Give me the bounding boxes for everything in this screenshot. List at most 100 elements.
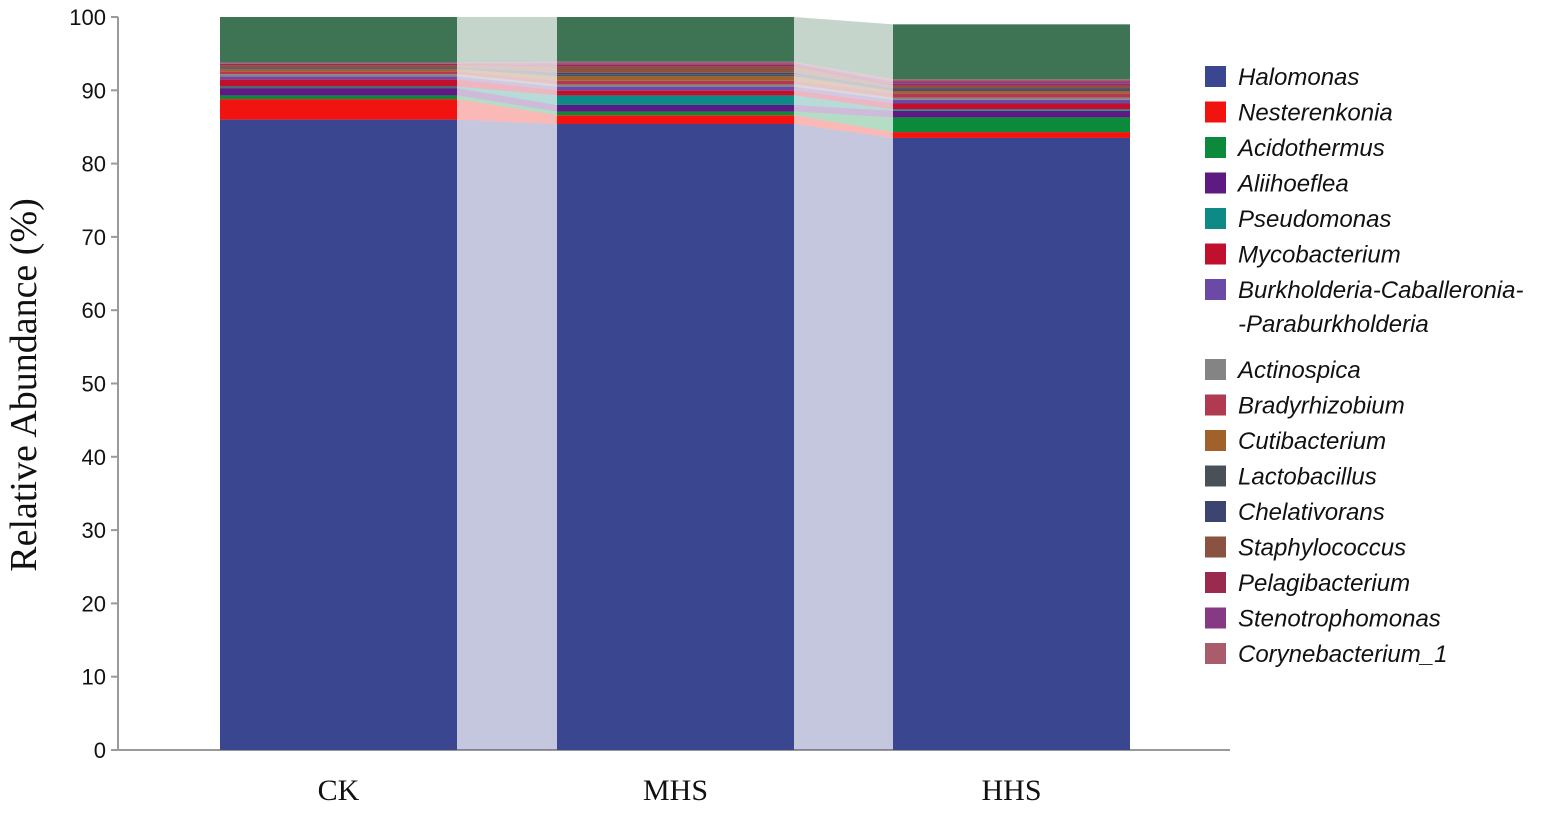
bar-segment	[220, 71, 457, 75]
bar-segment	[220, 67, 457, 69]
bar-segment	[893, 91, 1130, 94]
bar-segment	[220, 17, 457, 63]
bar-segment	[220, 68, 457, 70]
legend-swatch	[1205, 101, 1226, 123]
link-band	[457, 68, 557, 77]
bar-segment	[893, 137, 1130, 750]
bar-segment	[557, 80, 794, 85]
legend-swatch	[1205, 394, 1226, 416]
y-axis-label: Relative Abundance (%)	[3, 198, 45, 572]
bar-segment	[557, 74, 794, 77]
link-band	[794, 61, 893, 82]
legend-swatch	[1205, 501, 1226, 522]
link-band	[457, 17, 557, 63]
legend-label: Cutibacterium	[1238, 428, 1386, 455]
link-band	[457, 71, 557, 85]
legend-label: Stenotrophomonas	[1238, 606, 1441, 633]
bar-segment	[557, 63, 794, 65]
bar-segment	[557, 111, 794, 116]
bar-segment	[557, 90, 794, 96]
link-band	[794, 111, 893, 133]
link-band	[457, 69, 557, 81]
legend: Halomonas Nesterenkonia Acidothermus Aliiho…	[1205, 64, 1523, 668]
legend-swatch	[1205, 137, 1226, 158]
bar-segment	[893, 88, 1130, 90]
legend-swatch	[1205, 430, 1226, 451]
bar-segment	[220, 76, 457, 80]
legend-label: Mycobacterium	[1238, 242, 1401, 269]
legend-label: Bradyrhizobium	[1238, 393, 1405, 420]
bar-segment	[893, 97, 1130, 100]
y-tick-label: 70	[82, 225, 106, 250]
legend-swatch	[1205, 172, 1226, 194]
legend-label: Aliihoeflea	[1236, 171, 1349, 198]
link-band	[457, 119, 557, 751]
bar-segment	[557, 76, 794, 81]
bar-segment	[220, 63, 457, 64]
link-band	[794, 66, 893, 89]
link-band	[457, 95, 557, 116]
bar-segment	[893, 83, 1130, 86]
legend-swatch	[1205, 572, 1226, 593]
link-band	[457, 76, 557, 91]
legend-swatch	[1205, 208, 1226, 229]
bar-segment	[893, 117, 1130, 133]
x-tick-label: MHS	[643, 774, 708, 807]
y-tick-label: 20	[82, 591, 106, 616]
y-tick-label: 30	[82, 518, 106, 543]
link-band	[457, 63, 557, 65]
link-band	[794, 115, 893, 138]
bar-segment	[220, 99, 457, 120]
link-band	[794, 17, 893, 80]
legend-label: -Paraburkholderia	[1238, 311, 1429, 338]
bar-segment	[893, 89, 1130, 92]
bar-segment	[893, 109, 1130, 111]
legend-label: Acidothermus	[1236, 135, 1385, 162]
link-band	[457, 79, 557, 96]
y-tick-label: 60	[82, 298, 106, 323]
bar-segment	[557, 95, 794, 105]
y-tick-label: 100	[69, 5, 106, 30]
link-band	[794, 124, 893, 750]
bar-segment	[893, 99, 1130, 104]
legend-swatch	[1205, 359, 1226, 380]
link-band	[794, 90, 893, 110]
legend-label: Chelativorans	[1238, 499, 1385, 526]
x-tick-label: CK	[318, 774, 360, 807]
legend-label: Staphylococcus	[1238, 535, 1406, 562]
legend-swatch	[1205, 279, 1226, 300]
link-band	[794, 64, 893, 86]
y-tick-label: 0	[94, 738, 106, 763]
bar-segment	[220, 95, 457, 100]
legend-label: Halomonas	[1238, 64, 1359, 91]
link-band	[794, 86, 893, 104]
legend-label: Burkholderia-Caballeronia-	[1238, 277, 1523, 304]
legend-swatch	[1205, 536, 1226, 558]
bar-segment	[220, 65, 457, 68]
y-tick-label: 10	[82, 665, 106, 690]
y-tick-label: 80	[82, 152, 106, 177]
bar-segment	[893, 93, 1130, 98]
bar-segment	[557, 115, 794, 125]
link-band	[457, 86, 557, 105]
legend-swatch	[1205, 243, 1226, 265]
bar-segment	[557, 66, 794, 73]
bar-segment	[893, 85, 1130, 89]
bar-segment	[220, 69, 457, 72]
bar-segment	[557, 84, 794, 87]
link-band	[457, 63, 557, 67]
bar-segment	[893, 79, 1130, 82]
bar-segment	[220, 88, 457, 96]
legend-label: Pelagibacterium	[1238, 570, 1410, 597]
bar-segment	[557, 104, 794, 112]
bar-segment	[220, 62, 457, 64]
link-band	[794, 63, 893, 84]
bar-segment	[893, 103, 1130, 110]
bar-segment	[557, 124, 794, 750]
link-band	[457, 65, 557, 73]
legend-label: Corynebacterium_1	[1238, 641, 1447, 668]
link-band	[457, 67, 557, 75]
bar-segment	[893, 110, 1130, 118]
legend-swatch	[1205, 607, 1226, 629]
bars	[220, 17, 1130, 751]
